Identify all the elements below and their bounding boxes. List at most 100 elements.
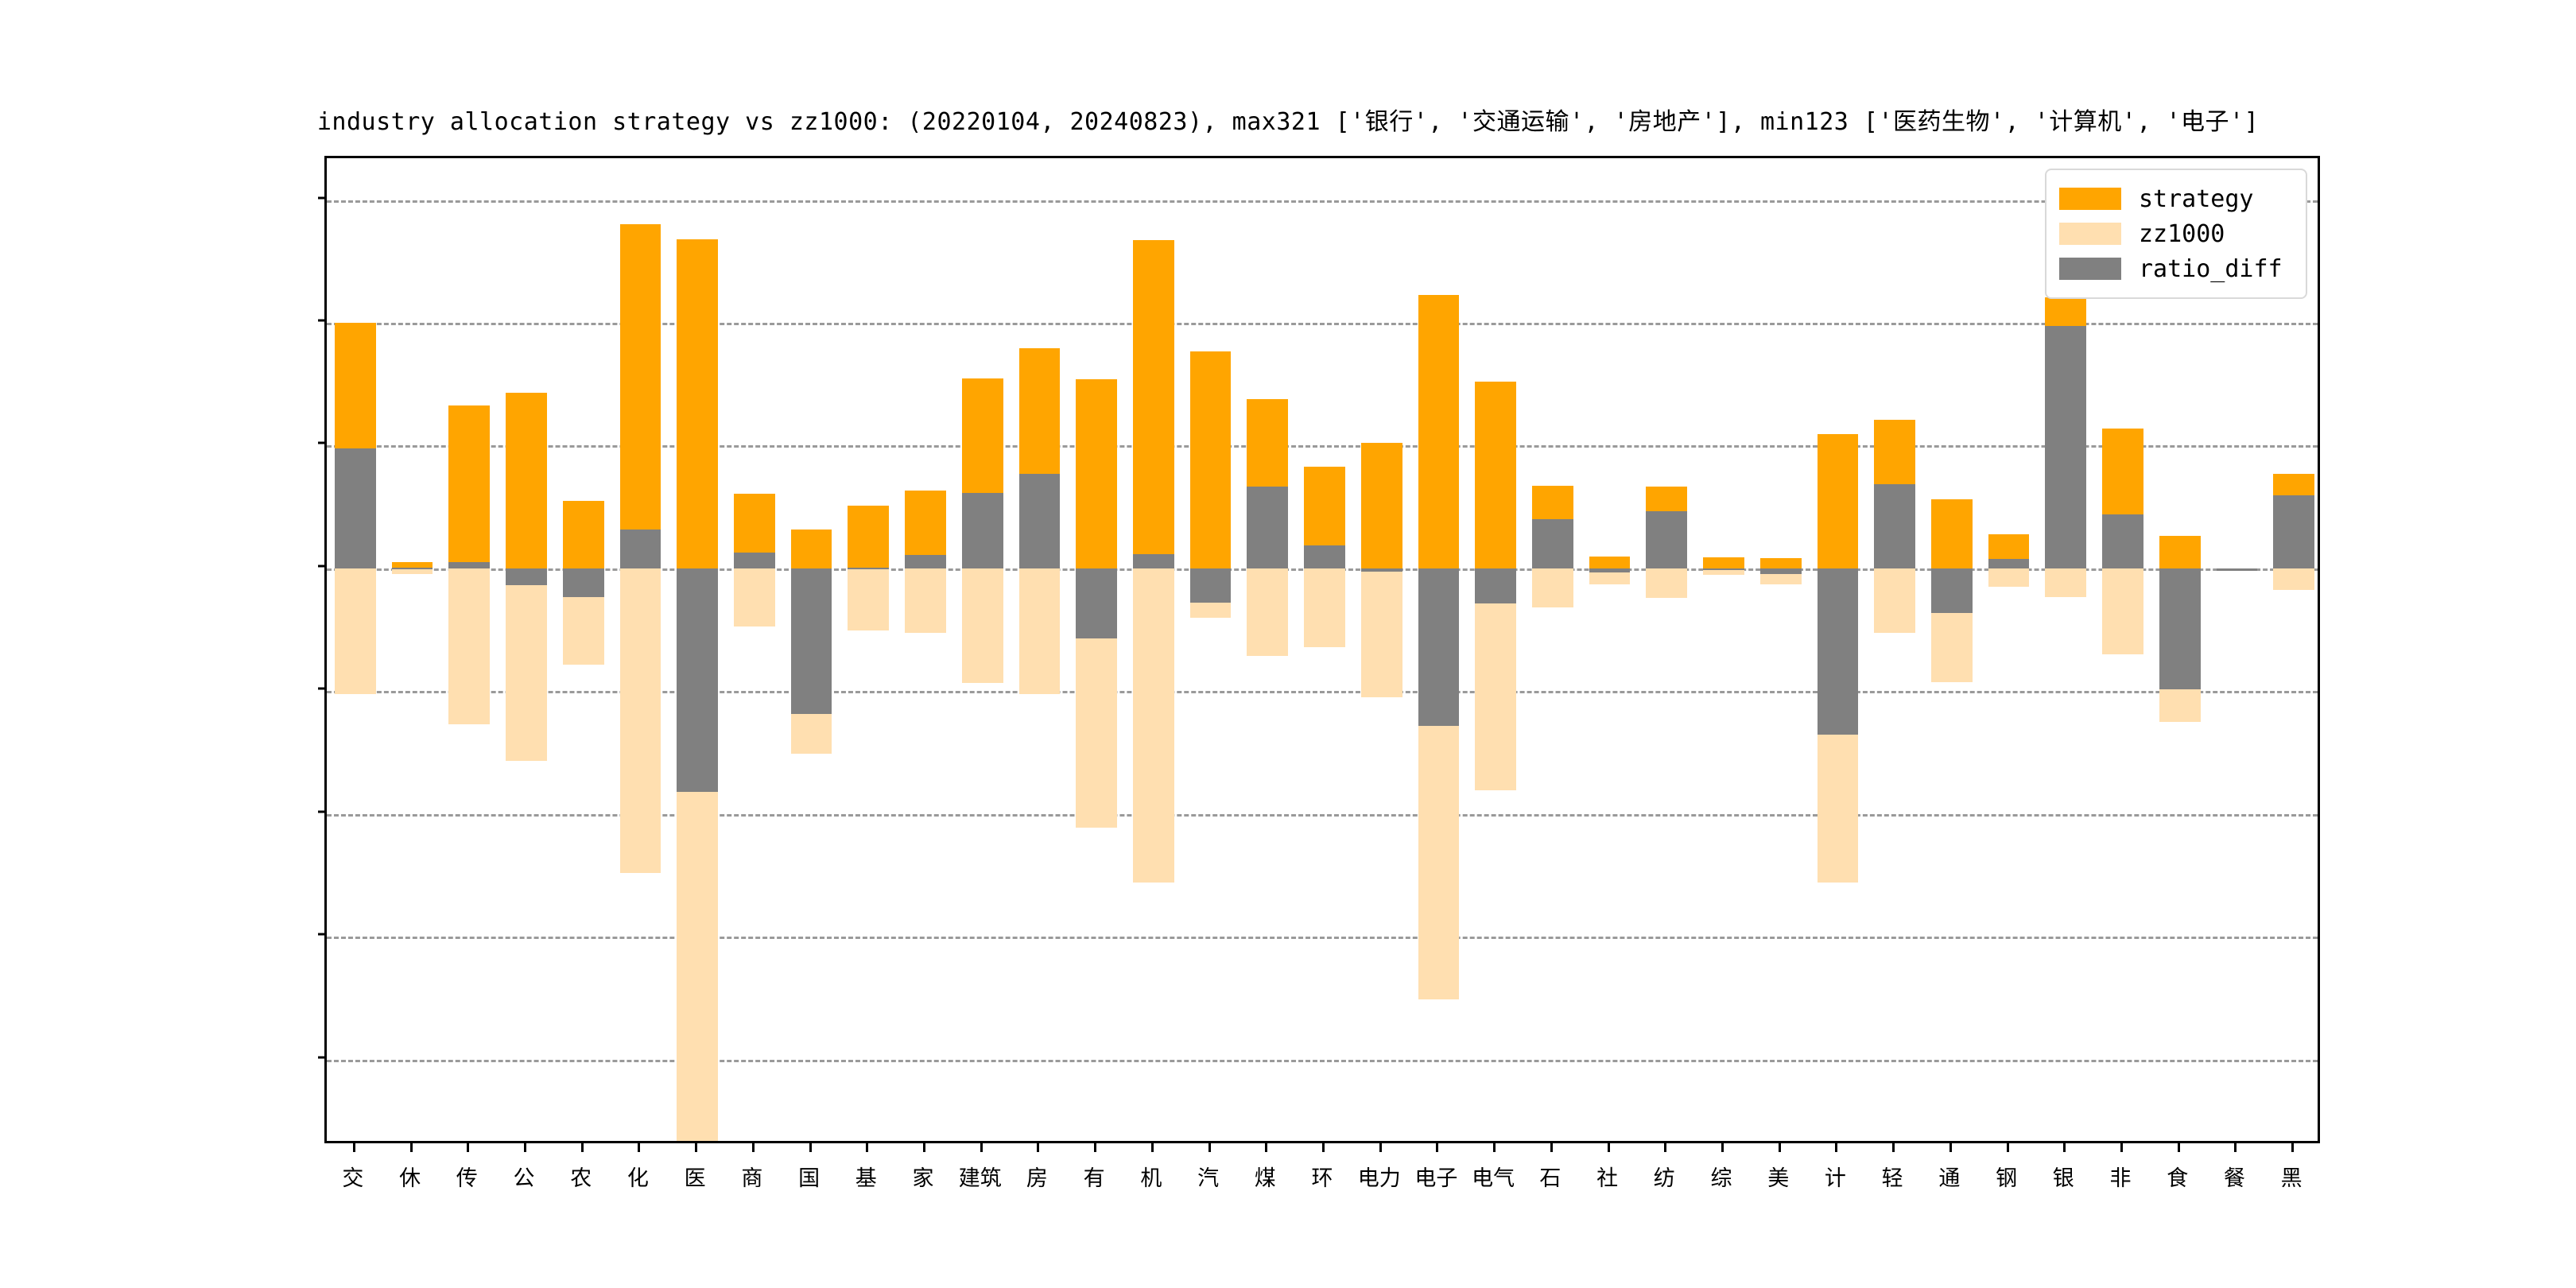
x-tick-mark xyxy=(1721,1143,1724,1152)
x-tick-label: 社 xyxy=(1596,1166,1619,1191)
bar-ratio_diff xyxy=(619,529,661,568)
gridline xyxy=(327,200,2318,203)
x-tick-mark xyxy=(2177,1143,2180,1152)
x-tick-mark xyxy=(1607,1143,1610,1152)
bar-ratio_diff xyxy=(1304,545,1345,568)
bar-ratio_diff xyxy=(506,568,547,585)
legend-swatch-icon xyxy=(2059,223,2121,245)
x-tick-mark xyxy=(1493,1143,1496,1152)
bar-strategy xyxy=(1189,351,1232,568)
gridline xyxy=(327,445,2318,448)
bar-zz1000 xyxy=(1988,568,2030,587)
bar-ratio_diff xyxy=(1018,474,1061,568)
bar-ratio_diff xyxy=(1817,568,1859,735)
bar-zz1000 xyxy=(1360,568,1402,698)
bar-ratio_diff xyxy=(391,567,433,569)
bar-strategy xyxy=(1076,379,1117,568)
x-tick-label: 美 xyxy=(1767,1166,1790,1191)
bar-ratio_diff xyxy=(448,561,491,568)
x-tick-mark xyxy=(2063,1143,2066,1152)
bar-ratio_diff xyxy=(335,448,376,568)
x-tick-label: 休 xyxy=(399,1166,421,1191)
x-tick-label: 公 xyxy=(513,1166,535,1191)
x-tick-label: 轻 xyxy=(1881,1166,1903,1191)
y-tick-mark xyxy=(318,687,328,690)
bar-ratio_diff xyxy=(1189,568,1232,603)
legend-item-strategy[interactable]: strategy xyxy=(2059,181,2293,216)
chart-legend[interactable]: strategy zz1000 ratio_diff xyxy=(2045,169,2307,299)
legend-label: zz1000 xyxy=(2139,219,2225,248)
bar-zz1000 xyxy=(1703,568,1744,575)
x-tick-mark xyxy=(2234,1143,2237,1152)
bar-ratio_diff xyxy=(2102,514,2143,568)
bar-ratio_diff xyxy=(1703,568,1744,570)
bar-zz1000 xyxy=(1532,568,1573,608)
x-tick-label: 交 xyxy=(342,1166,364,1191)
bar-ratio_diff xyxy=(1532,519,1573,568)
x-tick-label: 环 xyxy=(1311,1166,1333,1191)
bar-strategy xyxy=(1360,442,1402,568)
x-tick-label: 食 xyxy=(2167,1166,2189,1191)
bar-ratio_diff xyxy=(2273,495,2314,568)
bar-ratio_diff xyxy=(1475,568,1516,603)
bar-ratio_diff xyxy=(1247,486,1289,568)
legend-item-ratio_diff[interactable]: ratio_diff xyxy=(2059,251,2293,286)
x-tick-label: 计 xyxy=(1824,1166,1846,1191)
bar-ratio_diff xyxy=(2216,568,2258,572)
bar-strategy xyxy=(448,405,491,568)
x-tick-label: 汽 xyxy=(1197,1166,1220,1191)
bar-zz1000 xyxy=(1304,568,1345,647)
bar-strategy xyxy=(1703,557,1744,568)
x-tick-mark xyxy=(1037,1143,1040,1152)
x-tick-label: 通 xyxy=(1938,1166,1961,1191)
bar-strategy xyxy=(1418,294,1460,568)
x-tick-label: 传 xyxy=(456,1166,478,1191)
x-tick-label: 家 xyxy=(912,1166,934,1191)
y-tick-mark xyxy=(318,810,328,813)
bar-ratio_diff xyxy=(2045,325,2087,568)
legend-label: strategy xyxy=(2139,184,2254,213)
bar-zz1000 xyxy=(506,568,547,762)
x-tick-mark xyxy=(1265,1143,1268,1152)
legend-label: ratio_diff xyxy=(2139,254,2283,283)
bar-ratio_diff xyxy=(790,568,832,715)
bar-strategy xyxy=(1931,499,1973,568)
x-tick-label: 机 xyxy=(1140,1166,1162,1191)
x-tick-label: 综 xyxy=(1710,1166,1732,1191)
x-tick-mark xyxy=(2006,1143,2009,1152)
bar-ratio_diff xyxy=(734,552,775,568)
legend-item-zz1000[interactable]: zz1000 xyxy=(2059,216,2293,251)
y-tick-mark xyxy=(318,319,328,322)
x-tick-mark xyxy=(1835,1143,1838,1152)
x-tick-label: 电气 xyxy=(1472,1166,1515,1191)
bar-zz1000 xyxy=(2273,568,2314,590)
x-tick-mark xyxy=(1208,1143,1211,1152)
gridline xyxy=(327,1059,2318,1062)
bar-zz1000 xyxy=(961,568,1003,683)
x-tick-label: 房 xyxy=(1026,1166,1048,1191)
x-tick-label: 餐 xyxy=(2223,1166,2245,1191)
gridline xyxy=(327,937,2318,940)
x-tick-mark xyxy=(352,1143,355,1152)
gridline xyxy=(327,691,2318,694)
x-tick-label: 银 xyxy=(2052,1166,2074,1191)
bar-strategy xyxy=(2159,536,2201,568)
plot-frame xyxy=(324,156,2320,1143)
bar-ratio_diff xyxy=(1589,568,1631,572)
legend-swatch-icon xyxy=(2059,258,2121,280)
bar-strategy xyxy=(391,561,433,568)
bar-zz1000 xyxy=(734,568,775,627)
gridline xyxy=(327,323,2318,325)
bar-zz1000 xyxy=(905,568,946,633)
bar-ratio_diff xyxy=(905,555,946,568)
x-tick-label: 纺 xyxy=(1653,1166,1675,1191)
bar-ratio_diff xyxy=(562,568,604,598)
x-tick-label: 国 xyxy=(798,1166,821,1191)
bar-strategy xyxy=(506,392,547,568)
x-tick-label: 钢 xyxy=(1996,1166,2018,1191)
bar-strategy xyxy=(1759,557,1802,568)
x-tick-mark xyxy=(467,1143,470,1152)
bar-ratio_diff xyxy=(677,568,718,793)
bar-zz1000 xyxy=(391,568,433,574)
